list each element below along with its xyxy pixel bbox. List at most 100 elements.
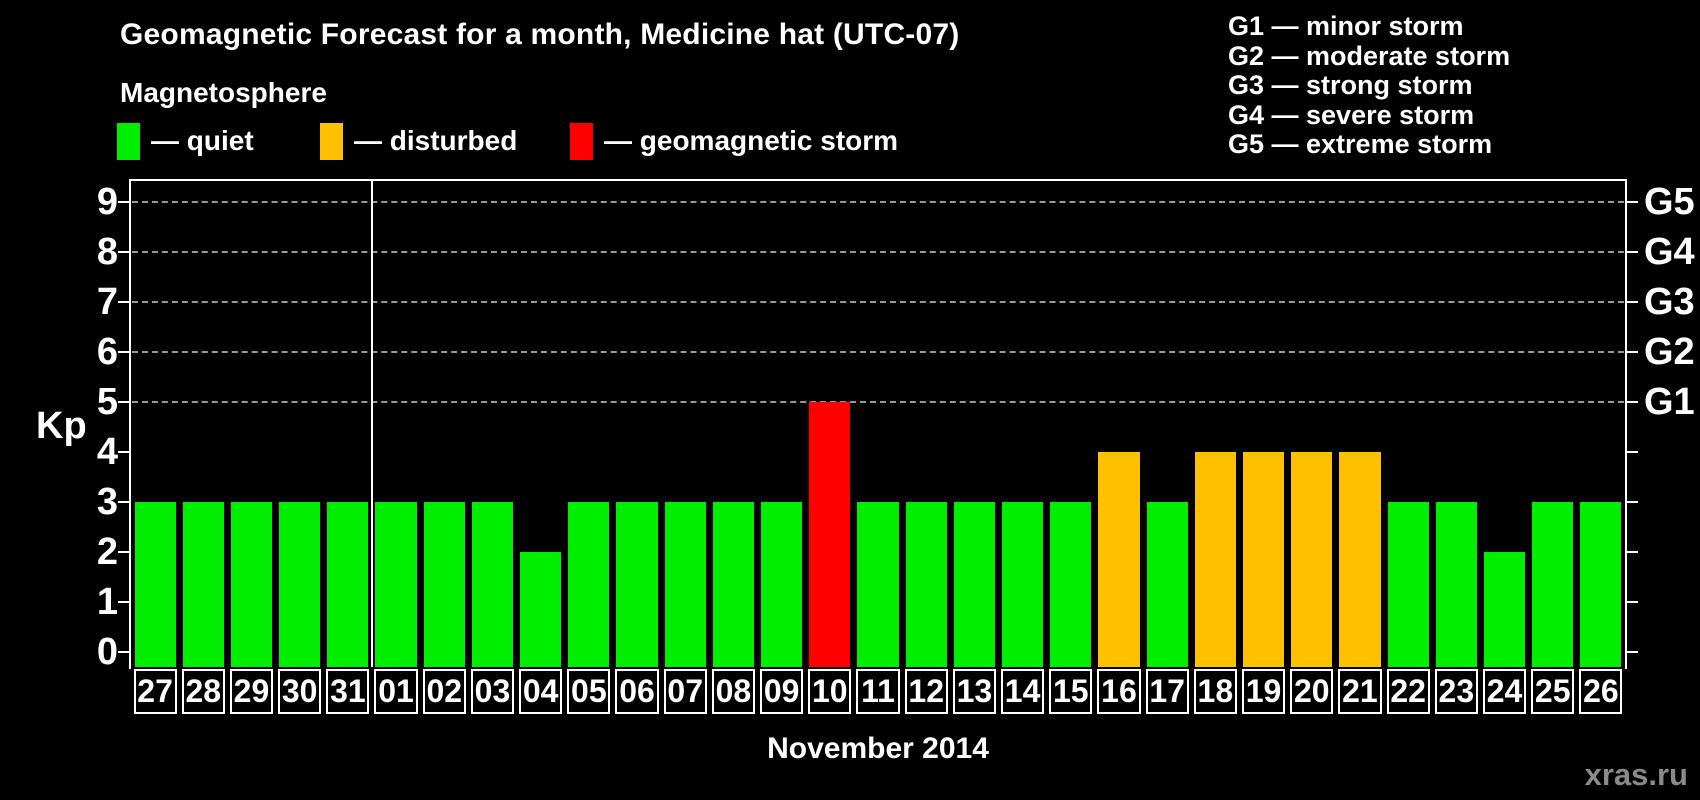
x-axis-day-label-31: 31	[326, 669, 370, 714]
gridline-kp7	[132, 301, 1624, 303]
y-axis-label-8: 8	[96, 231, 118, 273]
bar-day-12	[905, 502, 947, 667]
watermark: xras.ru	[1584, 757, 1688, 792]
y-axis-label-4: 4	[96, 431, 118, 473]
bar-day-25	[1532, 502, 1574, 667]
legend-item-storm: — geomagnetic storm	[570, 121, 898, 161]
bar-day-21	[1339, 452, 1381, 667]
y-axis-tick-right-7	[1625, 301, 1638, 303]
bar-day-27	[134, 502, 176, 667]
storm-label: — geomagnetic storm	[604, 125, 899, 156]
y-axis-tick-left-0	[118, 651, 131, 653]
bar-day-16	[1098, 452, 1140, 667]
plot-area	[129, 179, 1627, 669]
bar-day-24	[1483, 552, 1526, 667]
x-axis-day-label-30: 30	[278, 669, 322, 714]
bar-day-14	[1001, 502, 1044, 667]
g4-legend-line: G4 — severe storm	[1228, 99, 1475, 130]
bar-day-03	[471, 502, 514, 667]
y-axis-label-0: 0	[96, 631, 118, 673]
y-axis-label-1: 1	[96, 581, 118, 623]
y-axis-tick-left-7	[118, 301, 131, 303]
bar-day-04	[520, 552, 562, 667]
bar-day-17	[1146, 502, 1188, 667]
bar-day-15	[1050, 502, 1092, 667]
x-axis-day-label-08: 08	[711, 669, 755, 714]
bar-day-05	[568, 502, 610, 667]
storm-scale-legend: G1 — minor storm G2 — moderate storm G3 …	[1228, 11, 1511, 160]
gridline-kp6	[132, 351, 1624, 353]
y-axis-tick-right-3	[1625, 501, 1638, 503]
y-axis-title: Kp	[36, 405, 87, 447]
storm-color-swatch	[570, 122, 593, 160]
y-axis-tick-left-5	[118, 401, 131, 403]
bar-day-26	[1580, 502, 1622, 667]
quiet-color-swatch	[117, 122, 140, 160]
x-axis-day-label-06: 06	[615, 669, 659, 714]
x-axis-day-label-07: 07	[663, 669, 707, 714]
g2-legend-line: G2 — moderate storm	[1228, 40, 1511, 71]
x-axis-day-label-26: 26	[1579, 669, 1623, 714]
y-axis-tick-right-2	[1625, 551, 1638, 553]
bar-day-29	[230, 502, 273, 667]
bar-day-13	[953, 502, 995, 667]
x-axis-day-label-18: 18	[1193, 669, 1237, 714]
bar-day-02	[423, 502, 465, 667]
bar-day-01	[375, 502, 417, 667]
y-axis-tick-left-3	[118, 501, 131, 503]
x-axis-day-label-16: 16	[1097, 669, 1141, 714]
x-axis-day-label-22: 22	[1386, 669, 1430, 714]
right-axis-label-g5: G5	[1644, 181, 1695, 223]
y-axis-label-5: 5	[96, 381, 118, 423]
bar-day-23	[1435, 502, 1477, 667]
y-axis-tick-right-1	[1625, 601, 1638, 603]
x-axis-day-label-12: 12	[904, 669, 948, 714]
y-axis-tick-right-6	[1625, 351, 1638, 353]
gridline-kp8	[132, 251, 1624, 253]
bar-day-08	[712, 502, 754, 667]
x-axis-day-label-20: 20	[1290, 669, 1334, 714]
y-axis-tick-left-6	[118, 351, 131, 353]
x-axis-day-label-03: 03	[470, 669, 515, 714]
y-axis-tick-left-8	[118, 251, 131, 253]
x-axis-day-label-21: 21	[1338, 669, 1382, 714]
y-axis-tick-right-4	[1625, 451, 1638, 453]
g3-legend-line: G3 — strong storm	[1228, 70, 1473, 100]
x-axis-day-label-13: 13	[952, 669, 996, 714]
x-axis-day-label-24: 24	[1482, 669, 1527, 714]
x-axis-day-label-17: 17	[1145, 669, 1189, 714]
x-axis-day-label-02: 02	[422, 669, 466, 714]
x-axis-day-label-27: 27	[133, 669, 177, 714]
legend-item-quiet: — quiet	[117, 121, 254, 161]
x-axis-day-label-19: 19	[1241, 669, 1286, 714]
right-axis-label-g3: G3	[1644, 281, 1695, 323]
y-axis-tick-right-9	[1625, 201, 1638, 203]
y-axis-tick-right-8	[1625, 251, 1638, 253]
x-axis-day-label-23: 23	[1434, 669, 1478, 714]
x-axis-day-label-25: 25	[1531, 669, 1575, 714]
y-axis-label-2: 2	[96, 531, 118, 573]
x-axis-day-label-11: 11	[856, 669, 900, 714]
x-axis-day-label-15: 15	[1049, 669, 1093, 714]
quiet-label: — quiet	[151, 125, 254, 156]
y-axis-tick-left-4	[118, 451, 131, 453]
x-axis-title: November 2014	[767, 732, 989, 765]
bar-day-31	[327, 502, 369, 667]
bar-day-30	[279, 502, 321, 667]
bar-day-10	[809, 402, 851, 667]
right-axis-label-g1: G1	[1644, 381, 1695, 423]
y-axis-tick-left-1	[118, 601, 131, 603]
y-axis-tick-right-5	[1625, 401, 1638, 403]
g1-legend-line: G1 — minor storm	[1228, 11, 1464, 41]
g5-legend-line: G5 — extreme storm	[1228, 129, 1493, 159]
bar-day-07	[664, 502, 706, 667]
disturbed-label: — disturbed	[354, 125, 518, 156]
right-axis-label-g4: G4	[1644, 231, 1695, 273]
y-axis-label-6: 6	[96, 331, 118, 373]
y-axis-tick-left-2	[118, 551, 131, 553]
x-axis-day-label-14: 14	[1000, 669, 1045, 714]
x-axis-day-label-01: 01	[374, 669, 418, 714]
legend-item-disturbed: — disturbed	[320, 121, 517, 161]
x-axis-day-label-10: 10	[808, 669, 852, 714]
